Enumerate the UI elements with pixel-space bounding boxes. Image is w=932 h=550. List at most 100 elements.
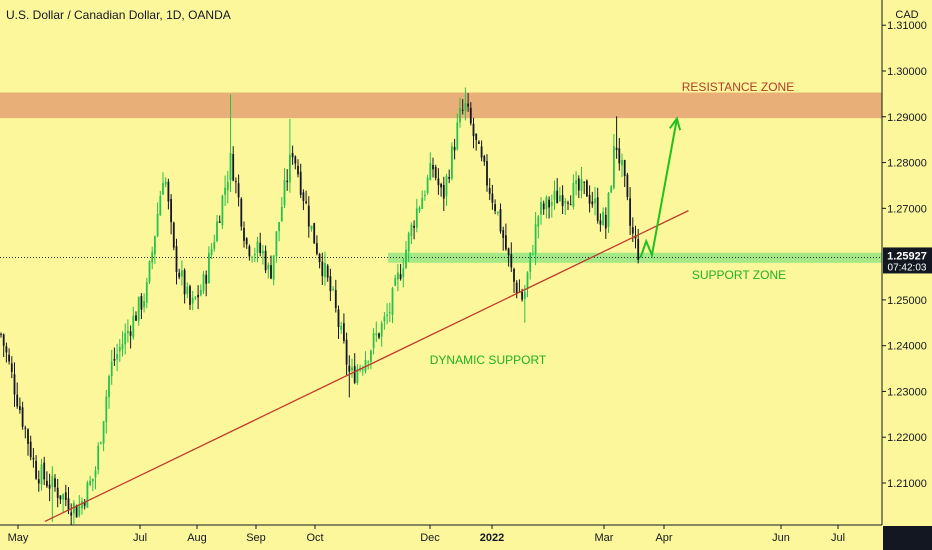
- current-price-badge: [883, 247, 932, 274]
- candle-body: [553, 190, 556, 200]
- candle-body: [151, 251, 154, 263]
- candle: [402, 257, 405, 288]
- candle: [615, 116, 618, 159]
- candle: [356, 363, 359, 385]
- candle-body: [494, 204, 496, 211]
- candle-body: [391, 288, 394, 315]
- candle-body: [513, 268, 515, 282]
- candle: [621, 153, 623, 178]
- candle-body: [370, 350, 372, 362]
- candle: [191, 290, 194, 311]
- candle: [548, 196, 550, 219]
- candle-body: [213, 241, 216, 249]
- candle-body: [37, 479, 40, 484]
- candle-body: [421, 198, 424, 209]
- candle: [591, 191, 594, 208]
- x-tick-label: Oct: [306, 532, 323, 544]
- candle-body: [240, 198, 243, 227]
- candle-body: [434, 166, 437, 178]
- candle-body: [418, 207, 421, 211]
- support-zone: [388, 252, 882, 263]
- candle: [343, 313, 345, 344]
- candle-body: [526, 272, 529, 290]
- candle-body: [129, 331, 132, 336]
- candle-body: [262, 250, 264, 254]
- candle: [194, 296, 197, 301]
- candle-body: [415, 208, 418, 228]
- candle-body: [221, 195, 224, 226]
- candle: [626, 172, 629, 201]
- candle-body: [91, 478, 94, 482]
- candle-body: [575, 180, 577, 184]
- candle-body: [46, 480, 48, 487]
- candle: [46, 471, 48, 488]
- candle-body: [397, 272, 399, 280]
- candle: [567, 200, 569, 210]
- candle-body: [89, 480, 91, 485]
- candle: [383, 311, 386, 330]
- candle: [399, 263, 402, 281]
- candle: [299, 163, 302, 199]
- candle: [129, 325, 132, 349]
- candle: [348, 355, 351, 398]
- candle-body: [62, 494, 64, 500]
- candle: [453, 138, 456, 160]
- candle-body: [456, 122, 459, 150]
- candle-body: [97, 445, 100, 470]
- candle-body: [189, 286, 191, 305]
- candle-body: [16, 394, 19, 407]
- candle-body: [313, 223, 316, 244]
- candle: [294, 155, 297, 170]
- candle: [456, 113, 459, 151]
- candle-body: [264, 250, 267, 271]
- candle: [324, 251, 326, 286]
- candle-body: [105, 396, 108, 422]
- candle: [556, 178, 559, 204]
- candle: [488, 178, 491, 201]
- candle: [594, 186, 596, 216]
- candle: [56, 478, 59, 508]
- candle-body: [380, 323, 383, 337]
- candle: [510, 242, 513, 272]
- candle-body: [164, 181, 167, 185]
- candle-body: [159, 195, 162, 216]
- candle-body: [21, 407, 24, 427]
- candle: [64, 484, 67, 507]
- candle: [405, 241, 407, 270]
- candle-body: [102, 421, 105, 444]
- y-tick-label: 1.27000: [887, 203, 927, 215]
- candle-body: [475, 133, 478, 140]
- candle-body: [448, 177, 451, 179]
- candle: [434, 164, 437, 181]
- candle: [275, 231, 278, 263]
- candle-body: [337, 309, 340, 328]
- x-tick-label: 2022: [480, 532, 504, 544]
- candle-body: [256, 241, 259, 253]
- candle: [340, 321, 343, 334]
- candle: [545, 195, 548, 219]
- candle-body: [437, 178, 440, 186]
- candle-body: [75, 505, 78, 518]
- candle: [526, 271, 529, 298]
- candle: [89, 475, 91, 487]
- candle-body: [618, 148, 621, 164]
- candle-body: [491, 193, 494, 203]
- candle-body: [275, 231, 278, 257]
- candle: [421, 190, 424, 209]
- candle: [156, 202, 159, 238]
- candle-body: [35, 460, 37, 479]
- candle-body: [634, 235, 637, 239]
- candle-body: [286, 180, 289, 182]
- candle-body: [73, 503, 75, 514]
- candle-body: [148, 261, 151, 282]
- candle: [604, 207, 607, 239]
- currency-label: CAD: [895, 9, 918, 21]
- candle-body: [610, 186, 613, 193]
- candle-body: [499, 209, 502, 232]
- candle-body: [237, 183, 240, 198]
- candle: [580, 166, 583, 199]
- candle: [513, 267, 515, 293]
- candle-body: [529, 252, 532, 272]
